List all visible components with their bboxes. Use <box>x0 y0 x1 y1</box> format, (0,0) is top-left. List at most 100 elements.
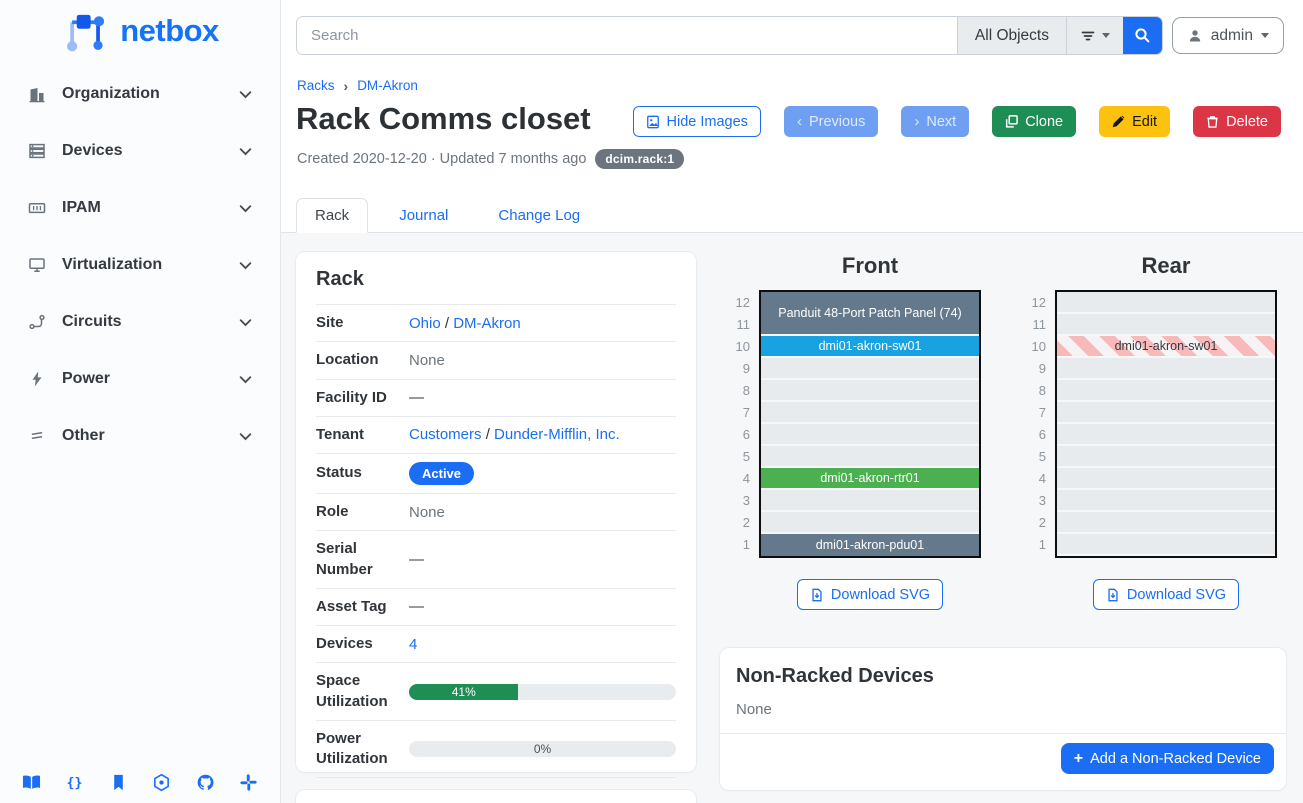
object-id-badge: dcim.rack:1 <box>595 149 685 169</box>
rack-unit-number: 9 <box>742 361 750 376</box>
rack-unit-number: 11 <box>736 317 751 332</box>
rack-unit-slot <box>761 512 979 534</box>
front-unit-numbers: 12 11 10 9 8 7 6 5 4 3 2 1 <box>726 290 750 558</box>
sidebar-item-organization[interactable]: Organization <box>14 74 266 114</box>
previous-label: Previous <box>808 113 866 130</box>
rack-device[interactable]: Panduit 48-Port Patch Panel (74) <box>761 292 979 336</box>
bookmark-icon[interactable] <box>109 773 128 792</box>
community-icon[interactable] <box>152 773 171 792</box>
rack-device[interactable]: dmi01-akron-sw01 <box>761 336 979 358</box>
clone-button[interactable]: Clone <box>992 106 1077 137</box>
edit-button[interactable]: Edit <box>1099 106 1171 137</box>
search-filter-button[interactable] <box>1066 17 1123 54</box>
row-facility-id: Facility ID — <box>316 378 676 416</box>
non-racked-devices-empty: None <box>720 688 1286 734</box>
ipam-icon <box>28 199 48 217</box>
plus-icon: + <box>1073 749 1084 767</box>
clone-label: Clone <box>1025 113 1064 130</box>
user-menu-button[interactable]: admin <box>1171 17 1284 54</box>
image-icon <box>646 115 660 129</box>
sidebar-item-circuits[interactable]: Circuits <box>14 302 266 342</box>
rack-unit-slot <box>1057 512 1275 534</box>
organization-icon <box>28 85 48 103</box>
slack-icon[interactable] <box>239 773 258 792</box>
rack-device[interactable]: dmi01-akron-pdu01 <box>761 534 979 556</box>
sidebar-item-ipam[interactable]: IPAM <box>14 188 266 228</box>
rack-unit-number: 10 <box>1031 339 1046 354</box>
sidebar-item-virtualization[interactable]: Virtualization <box>14 245 266 285</box>
rack-unit-slot <box>1057 446 1275 468</box>
site-link[interactable]: DM-Akron <box>453 314 521 332</box>
tab-change-log[interactable]: Change Log <box>498 207 581 224</box>
previous-button[interactable]: ‹ Previous <box>783 106 879 137</box>
rack-unit-number: 3 <box>742 493 750 508</box>
chevron-down-icon <box>1261 33 1269 38</box>
sidebar-item-power[interactable]: Power <box>14 359 266 399</box>
rear-elevation-title: Rear <box>1141 253 1191 278</box>
next-button[interactable]: › Next <box>901 106 970 137</box>
delete-button[interactable]: Delete <box>1193 106 1281 137</box>
code-braces-icon[interactable]: {} <box>65 773 84 792</box>
sidebar-item-other[interactable]: Other <box>14 416 266 456</box>
github-icon[interactable] <box>196 773 215 792</box>
search-scope-button[interactable]: All Objects <box>956 17 1066 54</box>
row-role: Role None <box>316 493 676 530</box>
breadcrumb-site-link[interactable]: DM-Akron <box>357 78 418 93</box>
netbox-logo[interactable]: netbox <box>0 0 280 52</box>
front-elevation-title: Front <box>841 253 899 278</box>
sidebar-item-label: Power <box>62 370 111 387</box>
rack-unit-number: 7 <box>1038 405 1046 420</box>
tenant-label: Tenant <box>316 425 365 443</box>
tab-rack[interactable]: Rack <box>296 198 369 233</box>
tenant-group-link[interactable]: Customers <box>409 426 482 444</box>
add-non-racked-device-button[interactable]: + Add a Non-Racked Device <box>1060 743 1274 774</box>
sidebar-item-devices[interactable]: Devices <box>14 131 266 171</box>
file-download-icon <box>1106 588 1120 602</box>
hide-images-button[interactable]: Hide Images <box>632 106 761 137</box>
breadcrumb-racks-link[interactable]: Racks <box>297 78 335 93</box>
trash-icon <box>1206 115 1219 128</box>
chevron-down-icon <box>1102 33 1110 38</box>
rear-rack-diagram: dmi01-akron-sw01 <box>1055 290 1277 558</box>
search-submit-button[interactable] <box>1123 17 1162 54</box>
book-icon[interactable] <box>22 773 41 792</box>
sidebar-item-label: Circuits <box>62 313 122 330</box>
site-region-link[interactable]: Ohio <box>409 314 441 332</box>
row-serial-number: Serial Number — <box>316 530 676 588</box>
rear-download-svg-button[interactable]: Download SVG <box>1092 579 1240 610</box>
chevron-down-icon <box>237 371 254 388</box>
other-icon <box>28 427 48 445</box>
tenant-link[interactable]: Dunder-Mifflin, Inc. <box>494 426 620 444</box>
rack-unit-slot <box>1057 358 1275 380</box>
sidebar-footer: {} <box>0 773 280 792</box>
status-badge[interactable]: Active <box>409 462 475 485</box>
row-asset-tag: Asset Tag — <box>316 587 676 625</box>
non-racked-devices-card: Non-Racked Devices None + Add a Non-Rack… <box>720 648 1286 790</box>
rack-device[interactable]: dmi01-akron-sw01 <box>1057 336 1275 358</box>
rack-unit-number: 11 <box>1032 317 1047 332</box>
rack-unit-number: 9 <box>1038 361 1046 376</box>
rack-device[interactable]: dmi01-akron-rtr01 <box>761 468 979 490</box>
rack-unit-number: 3 <box>1038 493 1046 508</box>
rear-elevation: Rear 12 11 10 9 8 7 6 5 4 3 2 1 dmi01-akron-sw01 Do… <box>1022 253 1278 610</box>
tabs: Rack Journal Change Log <box>296 198 611 233</box>
netbox-logo-text: netbox <box>120 13 219 48</box>
rack-unit-number: 1 <box>742 537 750 552</box>
row-devices: Devices 4 <box>316 625 676 662</box>
sidebar-item-label: IPAM <box>62 199 101 216</box>
rack-unit-number: 10 <box>735 339 750 354</box>
serial-number-label: Serial Number <box>316 540 373 578</box>
chevron-left-icon: ‹ <box>796 113 802 130</box>
chevron-down-icon <box>237 200 254 217</box>
tab-journal[interactable]: Journal <box>399 207 449 224</box>
facility-id-label: Facility ID <box>316 388 387 406</box>
asset-tag-label: Asset Tag <box>316 597 387 615</box>
svg-text:{}: {} <box>67 776 83 791</box>
front-download-svg-button[interactable]: Download SVG <box>796 579 944 610</box>
devices-count-link[interactable]: 4 <box>409 635 418 653</box>
rack-unit-slot <box>761 490 979 512</box>
rack-unit-slot <box>1057 424 1275 446</box>
search-input[interactable] <box>297 17 957 54</box>
file-download-icon <box>810 588 824 602</box>
